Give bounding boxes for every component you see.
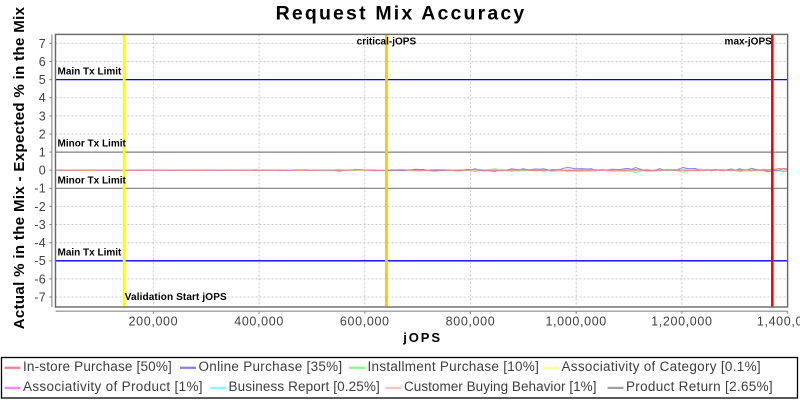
- svg-text:-3: -3: [34, 218, 46, 232]
- svg-text:600,000: 600,000: [340, 315, 390, 329]
- svg-text:Validation Start jOPS: Validation Start jOPS: [125, 292, 227, 303]
- svg-text:In-store Purchase [50%]: In-store Purchase [50%]: [23, 359, 172, 374]
- svg-text:6: 6: [39, 55, 46, 69]
- svg-text:Minor Tx Limit: Minor Tx Limit: [58, 139, 127, 150]
- svg-text:-5: -5: [34, 254, 46, 268]
- svg-text:jOPS: jOPS: [402, 330, 442, 345]
- svg-text:max-jOPS: max-jOPS: [725, 37, 773, 48]
- svg-text:Online Purchase [35%]: Online Purchase [35%]: [199, 359, 343, 374]
- svg-text:1,000,000: 1,000,000: [545, 315, 606, 329]
- svg-text:800,000: 800,000: [446, 315, 496, 329]
- svg-text:Request Mix Accuracy: Request Mix Accuracy: [276, 2, 527, 24]
- svg-text:Main Tx Limit: Main Tx Limit: [58, 66, 123, 77]
- svg-text:Associativity of Product [1%]: Associativity of Product [1%]: [23, 379, 203, 394]
- svg-text:400,000: 400,000: [234, 315, 284, 329]
- svg-text:1,200,000: 1,200,000: [651, 315, 712, 329]
- svg-text:7: 7: [39, 37, 46, 51]
- svg-text:1: 1: [39, 146, 46, 160]
- svg-text:Main Tx Limit: Main Tx Limit: [58, 247, 123, 258]
- svg-text:Associativity of Category [0.1: Associativity of Category [0.1%]: [562, 359, 761, 374]
- svg-text:-7: -7: [34, 290, 46, 304]
- svg-text:5: 5: [39, 73, 46, 87]
- svg-text:-6: -6: [34, 272, 46, 286]
- svg-text:1,400,000: 1,400,000: [757, 315, 800, 329]
- svg-text:-4: -4: [34, 236, 46, 250]
- svg-text:-2: -2: [34, 200, 46, 214]
- svg-text:-1: -1: [34, 182, 46, 196]
- svg-text:4: 4: [39, 91, 46, 105]
- svg-text:Installment Purchase [10%]: Installment Purchase [10%]: [368, 359, 540, 374]
- svg-text:Actual % in the Mix - Expected: Actual % in the Mix - Expected % in the …: [11, 6, 28, 329]
- svg-text:0: 0: [39, 164, 46, 178]
- svg-text:Product Return [2.65%]: Product Return [2.65%]: [626, 379, 773, 394]
- svg-text:Customer Buying Behavior [1%]: Customer Buying Behavior [1%]: [404, 379, 597, 394]
- svg-text:critical-jOPS: critical-jOPS: [357, 37, 417, 48]
- svg-text:Business Report [0.25%]: Business Report [0.25%]: [229, 379, 380, 394]
- svg-text:200,000: 200,000: [129, 315, 179, 329]
- svg-text:Minor Tx Limit: Minor Tx Limit: [58, 175, 127, 186]
- svg-text:3: 3: [39, 109, 46, 123]
- svg-text:2: 2: [39, 127, 46, 141]
